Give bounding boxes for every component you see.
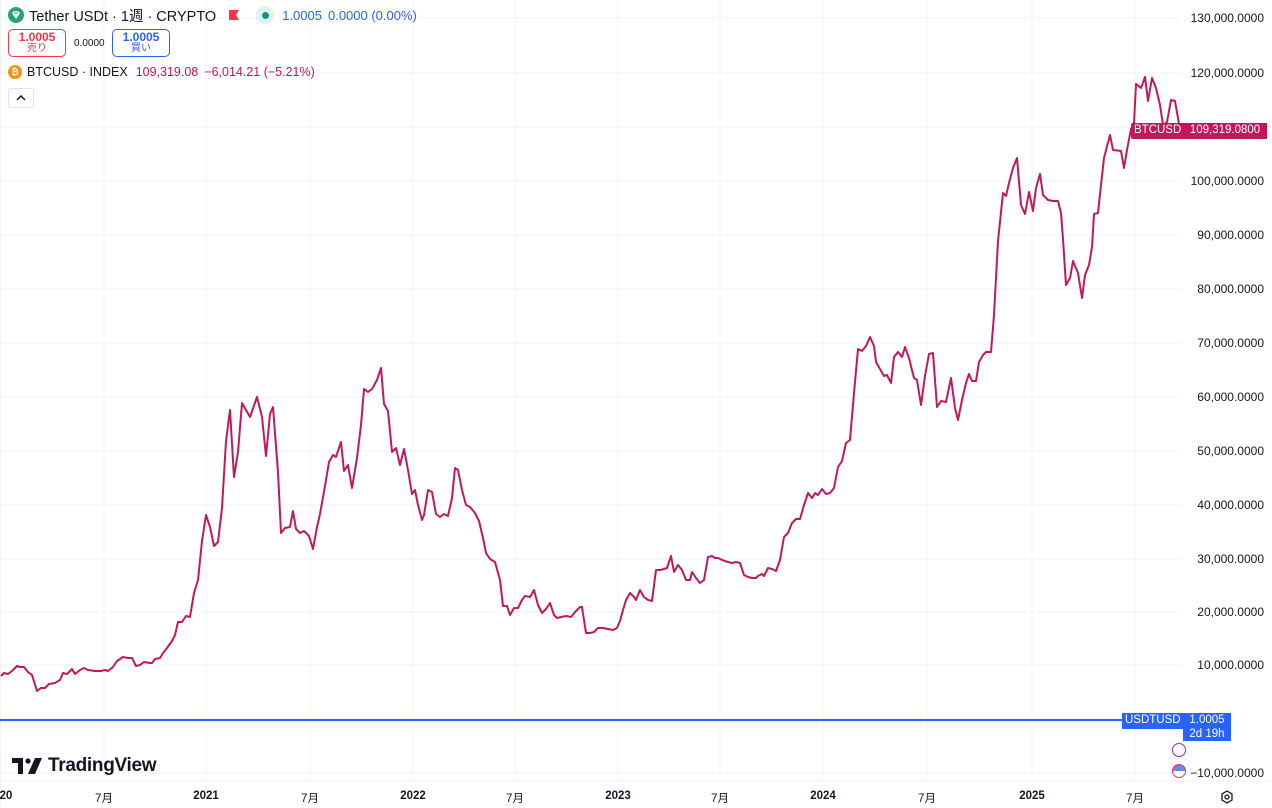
sell-label: 売り xyxy=(27,43,47,54)
x-label: 2021 xyxy=(193,790,219,802)
grid xyxy=(0,0,1180,780)
market-open-dot-icon[interactable] xyxy=(256,6,275,24)
lightning-event-icon[interactable] xyxy=(1172,743,1186,757)
x-label: 7月 xyxy=(1126,793,1144,805)
y-label: 130,000.0000 xyxy=(1190,11,1264,25)
y-label: 60,000.0000 xyxy=(1197,390,1264,404)
x-label: 7月 xyxy=(918,793,936,805)
y-label: −10,000.0000 xyxy=(1190,766,1264,780)
usdtusd-last-price-tag: 1.0005 2d 19h xyxy=(1183,713,1231,741)
y-label: 40,000.0000 xyxy=(1197,498,1264,512)
usdtusd-price: 1.0005 xyxy=(1189,714,1225,726)
usdtusd-series-label: USDTUSD xyxy=(1122,713,1184,729)
trade-buttons: 1.0005 売り 0.0000 1.0005 買い xyxy=(8,29,417,57)
chevron-up-icon xyxy=(16,95,26,101)
settings-gear-icon[interactable] xyxy=(1220,790,1234,804)
compare-value: 109,319.08 xyxy=(135,65,199,79)
symbol-title[interactable]: Tether USDt · 1週 · CRYPTO xyxy=(29,8,217,25)
x-label: 7月 xyxy=(506,793,524,805)
sell-price: 1.0005 xyxy=(18,30,56,44)
btcusd-series-label: BTCUSD xyxy=(1131,123,1185,139)
x-label: 2024 xyxy=(810,790,836,802)
x-label: 2022 xyxy=(400,790,426,802)
symbol-change: 0.0000 (0.00%) xyxy=(327,7,417,23)
symbol-price: 1.0005 xyxy=(282,7,322,23)
btcusd-line xyxy=(0,76,1182,692)
x-label: 7月 xyxy=(95,793,113,805)
buy-price: 1.0005 xyxy=(122,30,160,44)
collapse-legend-button[interactable] xyxy=(8,88,34,108)
y-label: 70,000.0000 xyxy=(1197,336,1264,350)
x-label: 2025 xyxy=(1019,790,1045,802)
y-label: 90,000.0000 xyxy=(1197,228,1264,242)
bar-countdown: 2d 19h xyxy=(1189,728,1225,740)
compare-symbol[interactable]: BTCUSD · INDEX xyxy=(27,65,128,79)
btcusd-last-price-tag: 109,319.0800 xyxy=(1183,123,1267,139)
x-label: 2023 xyxy=(605,790,631,802)
compare-change: −6,014.21 (−5.21%) xyxy=(204,65,315,79)
sell-button[interactable]: 1.0005 売り xyxy=(8,29,66,57)
y-label: 100,000.0000 xyxy=(1190,174,1264,188)
x-label: 7月 xyxy=(711,793,729,805)
x-label: 20 xyxy=(0,790,13,802)
y-label: 30,000.0000 xyxy=(1197,552,1264,566)
tether-icon xyxy=(8,7,24,23)
tradingview-logo[interactable]: TradingView xyxy=(12,755,157,777)
y-label: 50,000.0000 xyxy=(1197,444,1264,458)
y-label: 10,000.0000 xyxy=(1197,658,1264,672)
main-symbol-row[interactable]: Tether USDt · 1週 · CRYPTO 1.0005 0.0000 … xyxy=(8,5,417,25)
tradingview-logo-icon xyxy=(12,758,42,774)
y-label: 120,000.0000 xyxy=(1190,66,1264,80)
buy-button[interactable]: 1.0005 買い xyxy=(112,29,170,57)
logo-text: TradingView xyxy=(48,755,157,776)
buy-label: 買い xyxy=(131,43,151,54)
flag-icon[interactable] xyxy=(228,9,240,21)
compare-symbol-row[interactable]: ₿ BTCUSD · INDEX 109,319.08 −6,014.21 (−… xyxy=(8,62,417,82)
us-flag-event-icon[interactable] xyxy=(1172,764,1186,778)
bitcoin-icon: ₿ xyxy=(8,65,22,79)
x-label: 7月 xyxy=(301,793,319,805)
chart-legend: Tether USDt · 1週 · CRYPTO 1.0005 0.0000 … xyxy=(8,5,417,108)
spread-value: 0.0000 xyxy=(74,37,105,49)
y-label: 20,000.0000 xyxy=(1197,605,1264,619)
y-label: 80,000.0000 xyxy=(1197,282,1264,296)
